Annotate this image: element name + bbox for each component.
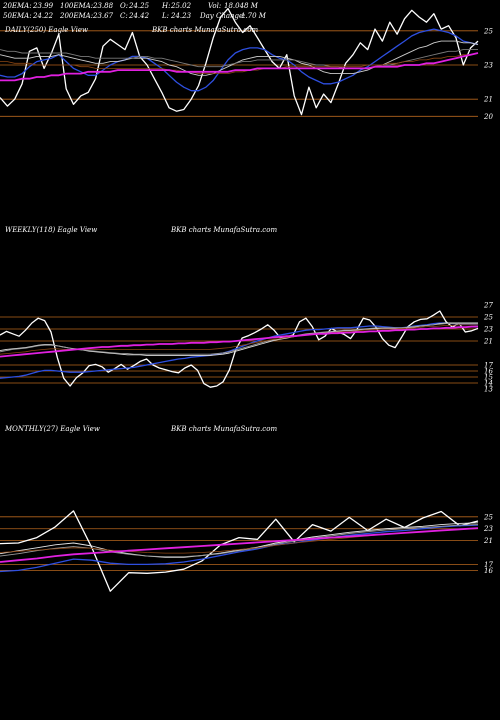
y-tick-label: 23 — [483, 525, 493, 533]
stat-daychange-label: Day Change: — [199, 12, 246, 20]
y-tick-label: 27 — [483, 302, 493, 310]
monthly-series — [0, 510, 479, 592]
stat-low-label: L: — [161, 12, 169, 20]
stat-ema100-value: 23.88 — [92, 2, 114, 10]
stat-ema100-label: 100EMA: — [60, 2, 93, 10]
stat-daychange-value: 1.70 M — [241, 12, 267, 20]
ema150-line — [0, 52, 479, 74]
daily-panel-title: DAILY(250) Eagle View — [4, 26, 88, 34]
stat-vol-label: Vol: — [208, 2, 221, 10]
stat-low-value: 24.23 — [170, 12, 192, 20]
y-tick-label: 16 — [484, 368, 493, 376]
ema20-line — [0, 28, 479, 92]
ema20-line — [0, 524, 479, 573]
daily-yticks: 20 21 23 25 — [483, 27, 493, 121]
stat-close-label: C: — [120, 12, 128, 20]
stat-ema200-label: 200EMA: — [59, 12, 93, 20]
y-tick-label: 17 — [484, 362, 493, 370]
ema50-line — [0, 40, 479, 76]
price-line — [0, 510, 479, 592]
ema200-line — [0, 325, 478, 358]
weekly-gridlines — [0, 316, 478, 384]
stat-open-label: O: — [120, 2, 128, 10]
ema200-line — [0, 52, 479, 82]
y-tick-label: 15 — [484, 374, 493, 382]
y-tick-label: 21 — [483, 338, 493, 346]
stat-high-label: H: — [161, 2, 170, 10]
y-tick-label: 14 — [484, 380, 493, 388]
stat-ema50-value: 24.22 — [32, 12, 54, 20]
y-tick-label: 13 — [484, 386, 493, 394]
stat-vol-value: 18.048 M — [224, 2, 259, 10]
stat-high-value: 25.02 — [170, 2, 192, 10]
weekly-watermark: BKB charts MunafaSutra.com — [170, 226, 277, 234]
monthly-watermark: BKB charts MunafaSutra.com — [170, 425, 277, 433]
monthly-panel-title: MONTHLY(27) Eagle View — [4, 425, 100, 433]
y-tick-label: 17 — [484, 561, 493, 569]
stat-ema20-value: 23.99 — [32, 2, 54, 10]
ema200-line — [0, 527, 479, 563]
stat-open-value: 24.25 — [128, 2, 150, 10]
ema100-line — [0, 524, 479, 558]
stat-ema20-label: 20EMA: — [2, 2, 32, 10]
y-tick-label: 21 — [483, 96, 493, 104]
y-tick-label: 25 — [483, 27, 493, 35]
weekly-panel-title: WEEKLY(118) Eagle View — [5, 226, 97, 234]
y-tick-label: 25 — [483, 314, 493, 322]
y-tick-label: 23 — [483, 326, 493, 334]
weekly-series — [0, 310, 479, 388]
stat-close-value: 24.42 — [128, 12, 150, 20]
price-line — [0, 7, 479, 116]
y-tick-label: 20 — [483, 113, 493, 121]
y-tick-label: 16 — [484, 567, 493, 575]
y-tick-label: 25 — [483, 513, 493, 521]
ema50-line — [0, 522, 479, 558]
stat-ema200-value: 23.67 — [92, 12, 114, 20]
daily-watermark: BKB charts MunafaSutra.com — [151, 26, 258, 34]
stat-ema50-label: 50EMA: — [3, 12, 32, 20]
price-line — [0, 310, 479, 388]
y-tick-label: 21 — [483, 537, 493, 545]
y-tick-label: 23 — [483, 62, 493, 70]
daily-series — [0, 7, 479, 116]
daily-panel: 20 21 23 25 20EMA: 23.99 100EMA: 23.88 O: 2… — [0, 2, 493, 121]
